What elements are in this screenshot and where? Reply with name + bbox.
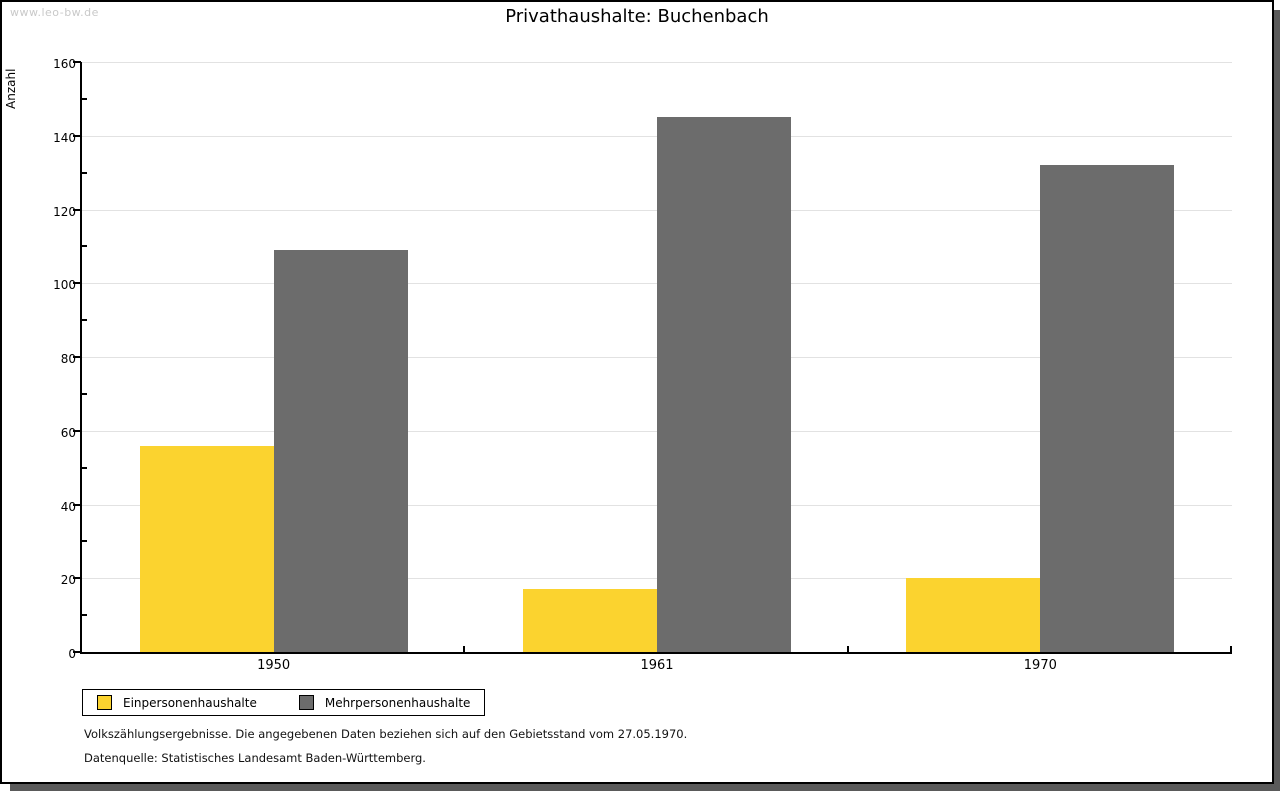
y-major-tick: [73, 429, 81, 432]
y-major-tick: [73, 208, 81, 211]
x-boundary-tick: [846, 646, 849, 652]
y-tick-label: 80: [60, 352, 76, 366]
y-tick-labels: 0 20 40 60 80 100 120 140 160: [2, 57, 76, 661]
y-tick-label: 20: [60, 573, 76, 588]
legend-swatch-mehrpersonenhaushalte: [298, 695, 314, 710]
y-major-tick: [73, 503, 81, 506]
y-tick-label: 40: [60, 499, 76, 514]
legend-item-einpersonenhaushalte: Einpersonenhaushalte: [97, 695, 257, 710]
y-major-tick: [73, 577, 81, 580]
y-axis-line: [80, 62, 82, 654]
y-tick-label: 0: [68, 647, 76, 661]
y-major-tick: [73, 134, 81, 137]
y-minor-tick: [82, 540, 87, 543]
y-tick-label: 160: [53, 57, 76, 71]
y-minor-tick: [82, 614, 87, 617]
bar-einpersonenhaushalte-1961: [523, 589, 657, 652]
footnote-datenquelle: Datenquelle: Statistisches Landesamt Bad…: [84, 751, 426, 765]
legend-swatch-einpersonenhaushalte: [97, 695, 112, 710]
y-tick-label: 100: [53, 278, 76, 293]
y-major-tick: [73, 282, 81, 285]
bar-einpersonenhaushalte-1970: [906, 578, 1041, 652]
plot-area: 1950 1961 1970: [73, 61, 1232, 673]
gridline: [82, 62, 1232, 63]
bar-einpersonenhaushalte-1950: [139, 445, 274, 652]
page-title: Privathaushalte: Buchenbach: [505, 6, 769, 27]
y-tick-label: 60: [60, 425, 76, 440]
legend-label-mehrpersonenhaushalte: Mehrpersonenhaushalte: [324, 695, 471, 710]
x-boundary-tick: [463, 646, 466, 652]
legend-item-mehrpersonenhaushalte: Mehrpersonenhaushalte: [298, 695, 471, 710]
x-category-label: 1950: [257, 658, 291, 673]
bar-mehrpersonenhaushalte-1961: [657, 117, 791, 652]
x-axis-line: [80, 652, 1232, 654]
legend: Einpersonenhaushalte Mehrpersonenhaushal…: [82, 689, 486, 716]
y-major-tick: [73, 356, 81, 358]
y-major-tick: [73, 61, 81, 63]
legend-label-einpersonenhaushalte: Einpersonenhaushalte: [123, 695, 257, 710]
bar-mehrpersonenhaushalte-1950: [273, 250, 408, 652]
y-minor-tick: [82, 319, 87, 322]
y-minor-tick: [82, 97, 87, 100]
y-minor-tick: [82, 245, 87, 248]
footnote-gebietsstand: Volkszählungsergebnisse. Die angegebenen…: [84, 727, 688, 741]
x-boundary-tick: [1230, 646, 1232, 652]
y-tick-label: 140: [53, 130, 76, 145]
x-category-label: 1961: [640, 658, 674, 673]
y-tick-label: 120: [53, 204, 76, 219]
x-category-label: 1970: [1023, 658, 1057, 673]
watermark: www.leo-bw.de: [10, 6, 99, 19]
y-minor-tick: [82, 392, 87, 395]
y-minor-tick: [82, 171, 87, 174]
y-major-tick: [73, 651, 81, 653]
y-minor-tick: [82, 466, 87, 469]
bar-mehrpersonenhaushalte-1970: [1040, 165, 1175, 652]
